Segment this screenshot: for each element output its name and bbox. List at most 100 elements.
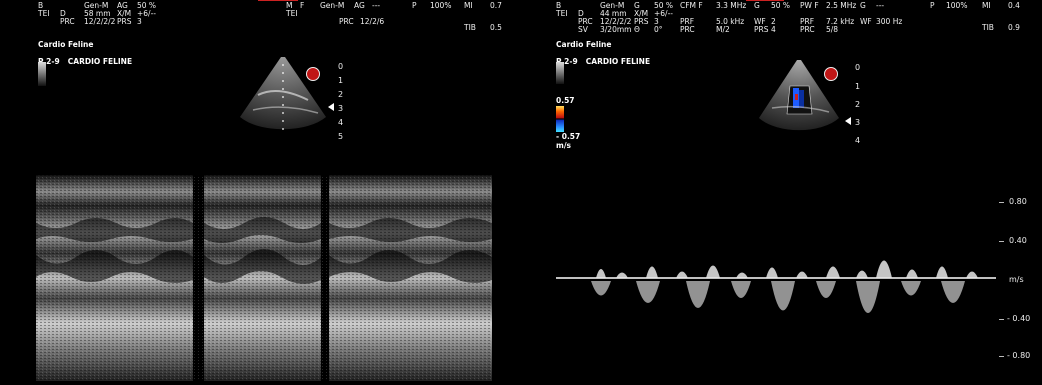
left-hdr-c2-1: D <box>60 9 66 18</box>
right-color-max: 0.57 <box>556 96 575 105</box>
right-depth-4: 4 <box>855 136 861 145</box>
right-header-accent <box>746 0 784 1</box>
left-hdr-c3-1: 58 mm <box>84 9 111 18</box>
left-mode-f: F <box>300 1 305 10</box>
right-depth-3: 3 <box>855 118 861 127</box>
left-p-label: P <box>412 1 417 10</box>
right-mi-value: 0.4 <box>1008 1 1020 10</box>
right-cfm-g-2: WF <box>754 17 766 26</box>
right-cfm-gv-2: 2 <box>771 17 776 26</box>
right-pw-val-3: 5/8 <box>826 25 839 34</box>
right-pw-0: PW F <box>800 1 819 10</box>
left-tei2: TEI <box>286 9 298 18</box>
right-hdr-c4-1: X/M <box>634 9 649 18</box>
right-hdr-c3-0: Gen-M <box>600 1 625 10</box>
right-mi-label: MI <box>982 1 991 10</box>
right-cfm-gv-0: 50 % <box>771 1 791 10</box>
right-cfm-gv-3: 4 <box>771 25 776 34</box>
left-mi-value: 0.7 <box>490 1 502 10</box>
left-mode-ag: AG <box>354 1 365 10</box>
right-hdr-c5-1: +6/-- <box>654 9 673 18</box>
left-hdr-c4-2: PRS <box>117 17 132 26</box>
right-cfm-g-3: PRS <box>754 25 769 34</box>
right-tib-value: 0.9 <box>1008 23 1020 32</box>
right-grayscale-bar <box>556 62 564 84</box>
right-sector-image <box>759 60 839 131</box>
right-color-velocity-bar <box>556 106 564 132</box>
right-header: B TEI D PRC SV Gen-M 44 mm 12/2/2/2 3/20… <box>556 2 1036 36</box>
left-hdr-c1-1: TEI <box>38 9 50 18</box>
right-pw-val-2: 7.2 kHz <box>826 17 855 26</box>
left-depth-5: 5 <box>338 132 344 141</box>
right-hdr-c4-2: PRS <box>634 17 649 26</box>
right-depth-2: 2 <box>855 100 861 109</box>
right-hdr-c2-2: PRC <box>578 17 593 26</box>
right-color-min: - 0.57 <box>556 132 581 141</box>
left-header: B TEI D PRC Gen-M 58 mm 12/2/2/2 AG X/M … <box>38 2 518 34</box>
left-hdr-c1-0: B <box>38 1 44 10</box>
right-spectral-doppler <box>556 175 996 381</box>
left-tib-label: TIB <box>464 23 476 32</box>
right-velocity-4: - 0.80 <box>1007 351 1031 360</box>
left-header-accent <box>258 0 298 1</box>
left-mode-gen: Gen-M <box>320 1 345 10</box>
right-orientation-logo-icon <box>824 67 838 81</box>
right-pw-2: PRF <box>800 17 815 26</box>
right-hdr-c2-3: SV <box>578 25 588 34</box>
left-mode-dash: --- <box>372 1 381 10</box>
right-hdr-c5-3: 0° <box>654 25 663 34</box>
left-depth-2: 2 <box>338 90 344 99</box>
right-hdr-c1-1: TEI <box>556 9 568 18</box>
left-preset-name: CARDIO FELINE <box>67 57 133 66</box>
right-cfm-val-2: 5.0 kHz <box>716 17 745 26</box>
right-hdr-c3-3: 3/20mm <box>600 25 632 34</box>
left-mi-label: MI <box>464 1 473 10</box>
right-pw-3: PRC <box>800 25 815 34</box>
right-cfm-0: CFM F <box>680 1 703 10</box>
left-depth-scale: 0 1 2 3 4 5 <box>338 62 358 142</box>
left-depth-0: 0 <box>338 62 344 71</box>
left-p-value: 100% <box>430 1 452 10</box>
right-hdr-c1-0: B <box>556 1 562 10</box>
right-pane: B TEI D PRC SV Gen-M 44 mm 12/2/2/2 3/20… <box>521 0 1042 381</box>
left-grayscale-bar <box>38 62 46 86</box>
right-cfm-2: PRF <box>680 17 695 26</box>
right-hdr-c4-3: Θ <box>634 25 640 34</box>
right-depth-scale: 0 1 2 3 4 <box>855 63 875 145</box>
right-velocity-0: 0.80 <box>1009 197 1027 206</box>
right-depth-0: 0 <box>855 63 861 72</box>
left-depth-1: 1 <box>338 76 344 85</box>
right-pw-val-0: 2.5 MHz <box>826 1 857 10</box>
right-p-label: P <box>930 1 935 10</box>
left-sector-image <box>240 57 326 130</box>
right-focus-marker-icon <box>845 117 851 125</box>
left-depth-3: 3 <box>338 104 344 113</box>
right-pw-g-2: WF <box>860 17 872 26</box>
left-focus-marker-icon <box>328 103 334 111</box>
right-hdr-c3-2: 12/2/2/2 <box>600 17 632 26</box>
left-hdr-c3-2: 12/2/2/2 <box>84 17 116 26</box>
right-pw-g-0: G <box>860 1 866 10</box>
right-preset-title: Cardio Feline <box>556 40 612 49</box>
right-depth-1: 1 <box>855 82 861 91</box>
right-p-value: 100% <box>946 1 968 10</box>
left-hdr-c5-1: +6/-- <box>137 9 156 18</box>
left-prc2-label: PRC <box>339 17 354 26</box>
right-hdr-c2-1: D <box>578 9 584 18</box>
right-cfm-3: PRC <box>680 25 695 34</box>
left-mode-m: M <box>286 1 293 10</box>
right-tib-label: TIB <box>982 23 994 32</box>
left-orientation-logo-icon <box>306 67 320 81</box>
right-cfm-val-0: 3.3 MHz <box>716 1 747 10</box>
right-cfm-val-3: M/2 <box>716 25 730 34</box>
left-hdr-c5-0: 50 % <box>137 1 157 10</box>
right-velocity-3: - 0.40 <box>1007 314 1031 323</box>
right-color-unit: m/s <box>556 141 572 150</box>
right-pw-gv-2: 300 Hz <box>876 17 903 26</box>
right-velocity-2: m/s <box>1009 275 1024 284</box>
left-mmode-strip <box>36 175 492 381</box>
right-hdr-c3-1: 44 mm <box>600 9 627 18</box>
right-velocity-1: 0.40 <box>1009 236 1027 245</box>
right-hdr-c5-0: 50 % <box>654 1 674 10</box>
right-velocity-scale: 0.80 0.40 m/s - 0.40 - 0.80 <box>999 195 1042 365</box>
